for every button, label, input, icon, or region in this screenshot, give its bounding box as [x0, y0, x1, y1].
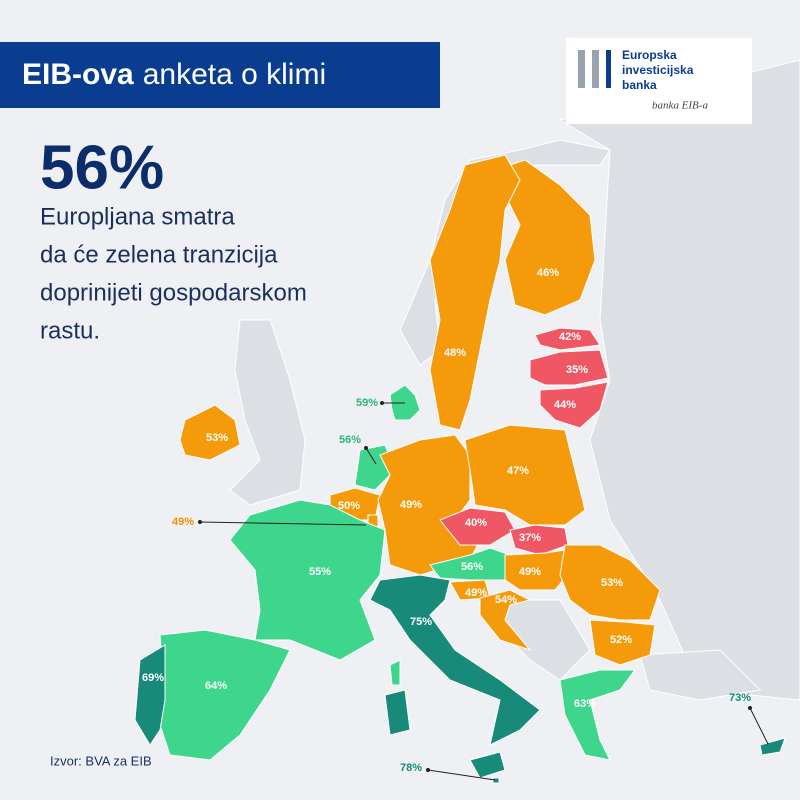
country-label: 54% — [495, 594, 517, 606]
country — [389, 659, 401, 686]
country-label: 50% — [338, 500, 360, 512]
country-label: 49% — [519, 566, 541, 578]
country-label: 55% — [309, 566, 331, 578]
title-banner — [0, 42, 440, 108]
country-label: 56% — [461, 561, 483, 573]
country — [558, 59, 800, 701]
country-label: 49% — [465, 587, 487, 599]
leader-dot — [364, 446, 368, 450]
leader-line — [365, 447, 377, 465]
title-rest: anketa o klimi — [143, 58, 326, 91]
country-label: 59% — [356, 397, 378, 409]
country-label: 37% — [519, 532, 541, 544]
map-labels: 46% 48% 42% 35% 44% 59% 53% 56% 50% 49% 49% 47% 40% 3… — [142, 267, 769, 781]
country-label: 75% — [410, 616, 432, 628]
logo-bar — [592, 50, 599, 88]
logo-bar — [578, 50, 585, 88]
country-label: 49% — [172, 516, 194, 528]
leader-dot — [426, 768, 430, 772]
leader-line — [199, 521, 367, 526]
headline-text: Europljana smatra — [40, 203, 235, 230]
country-label: 53% — [601, 577, 623, 589]
title-bold: EIB-ova — [22, 58, 134, 91]
country-label: 53% — [206, 432, 228, 444]
logo: Europska investicijska banka banka EIB-a — [566, 38, 752, 124]
country-label: 49% — [400, 499, 422, 511]
country-label: 46% — [537, 267, 559, 279]
source: Izvor: BVA za EIB — [50, 753, 152, 768]
leader-line — [427, 769, 496, 781]
leader-dot — [380, 401, 384, 405]
title: EIB-ova anketa o klimi — [22, 58, 326, 91]
country — [559, 669, 636, 761]
map — [134, 59, 800, 784]
logo-signature: banka EIB-a — [652, 100, 708, 112]
logo-text: investicijska — [622, 63, 694, 77]
country — [759, 737, 786, 756]
country — [229, 499, 386, 661]
country-label: 35% — [566, 364, 588, 376]
country-label: 69% — [142, 672, 164, 684]
country-label: 64% — [205, 680, 227, 692]
country — [464, 424, 586, 526]
headline-text: doprinijeti gospodarskom — [40, 279, 307, 306]
country — [377, 434, 481, 576]
logo-bar — [606, 50, 611, 88]
headline-text: rastu. — [40, 317, 100, 344]
country-label: 48% — [444, 347, 466, 359]
country-label: 47% — [507, 465, 529, 477]
country — [534, 327, 601, 351]
leader-dot — [748, 706, 752, 710]
country-label: 73% — [729, 692, 751, 704]
country-label: 44% — [554, 399, 576, 411]
country-label: 56% — [339, 434, 361, 446]
country-label: 78% — [400, 762, 422, 774]
country — [469, 751, 506, 779]
headline-text: da će zelena tranzicija — [40, 241, 278, 268]
leader-line — [749, 707, 769, 745]
logo-text: Europska — [622, 48, 677, 62]
country-label: 40% — [465, 517, 487, 529]
country-label: 63% — [574, 698, 596, 710]
headline-figure: 56% — [40, 133, 164, 202]
country — [559, 544, 661, 621]
country — [429, 154, 521, 431]
logo-text: banka — [622, 78, 657, 92]
country — [539, 381, 609, 429]
leader-dot — [198, 520, 202, 524]
country — [589, 619, 656, 666]
country-label: 42% — [559, 331, 581, 343]
country — [492, 777, 500, 784]
country — [134, 644, 166, 746]
country — [179, 404, 241, 461]
country — [384, 689, 411, 736]
country — [529, 349, 609, 386]
country — [479, 589, 532, 652]
country — [504, 159, 596, 316]
country — [369, 574, 541, 746]
country — [639, 649, 762, 701]
country-label: 52% — [610, 634, 632, 646]
country — [229, 319, 306, 506]
